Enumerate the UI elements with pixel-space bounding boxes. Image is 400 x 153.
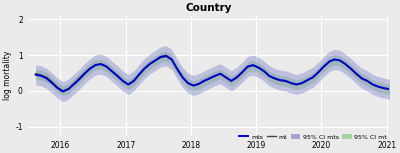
Y-axis label: log mortality: log mortality xyxy=(4,51,12,100)
Legend: mts, mt, 95% CI mts, 95% CI mt: mts, mt, 95% CI mts, 95% CI mt xyxy=(236,132,390,142)
Title: Country: Country xyxy=(185,4,232,13)
